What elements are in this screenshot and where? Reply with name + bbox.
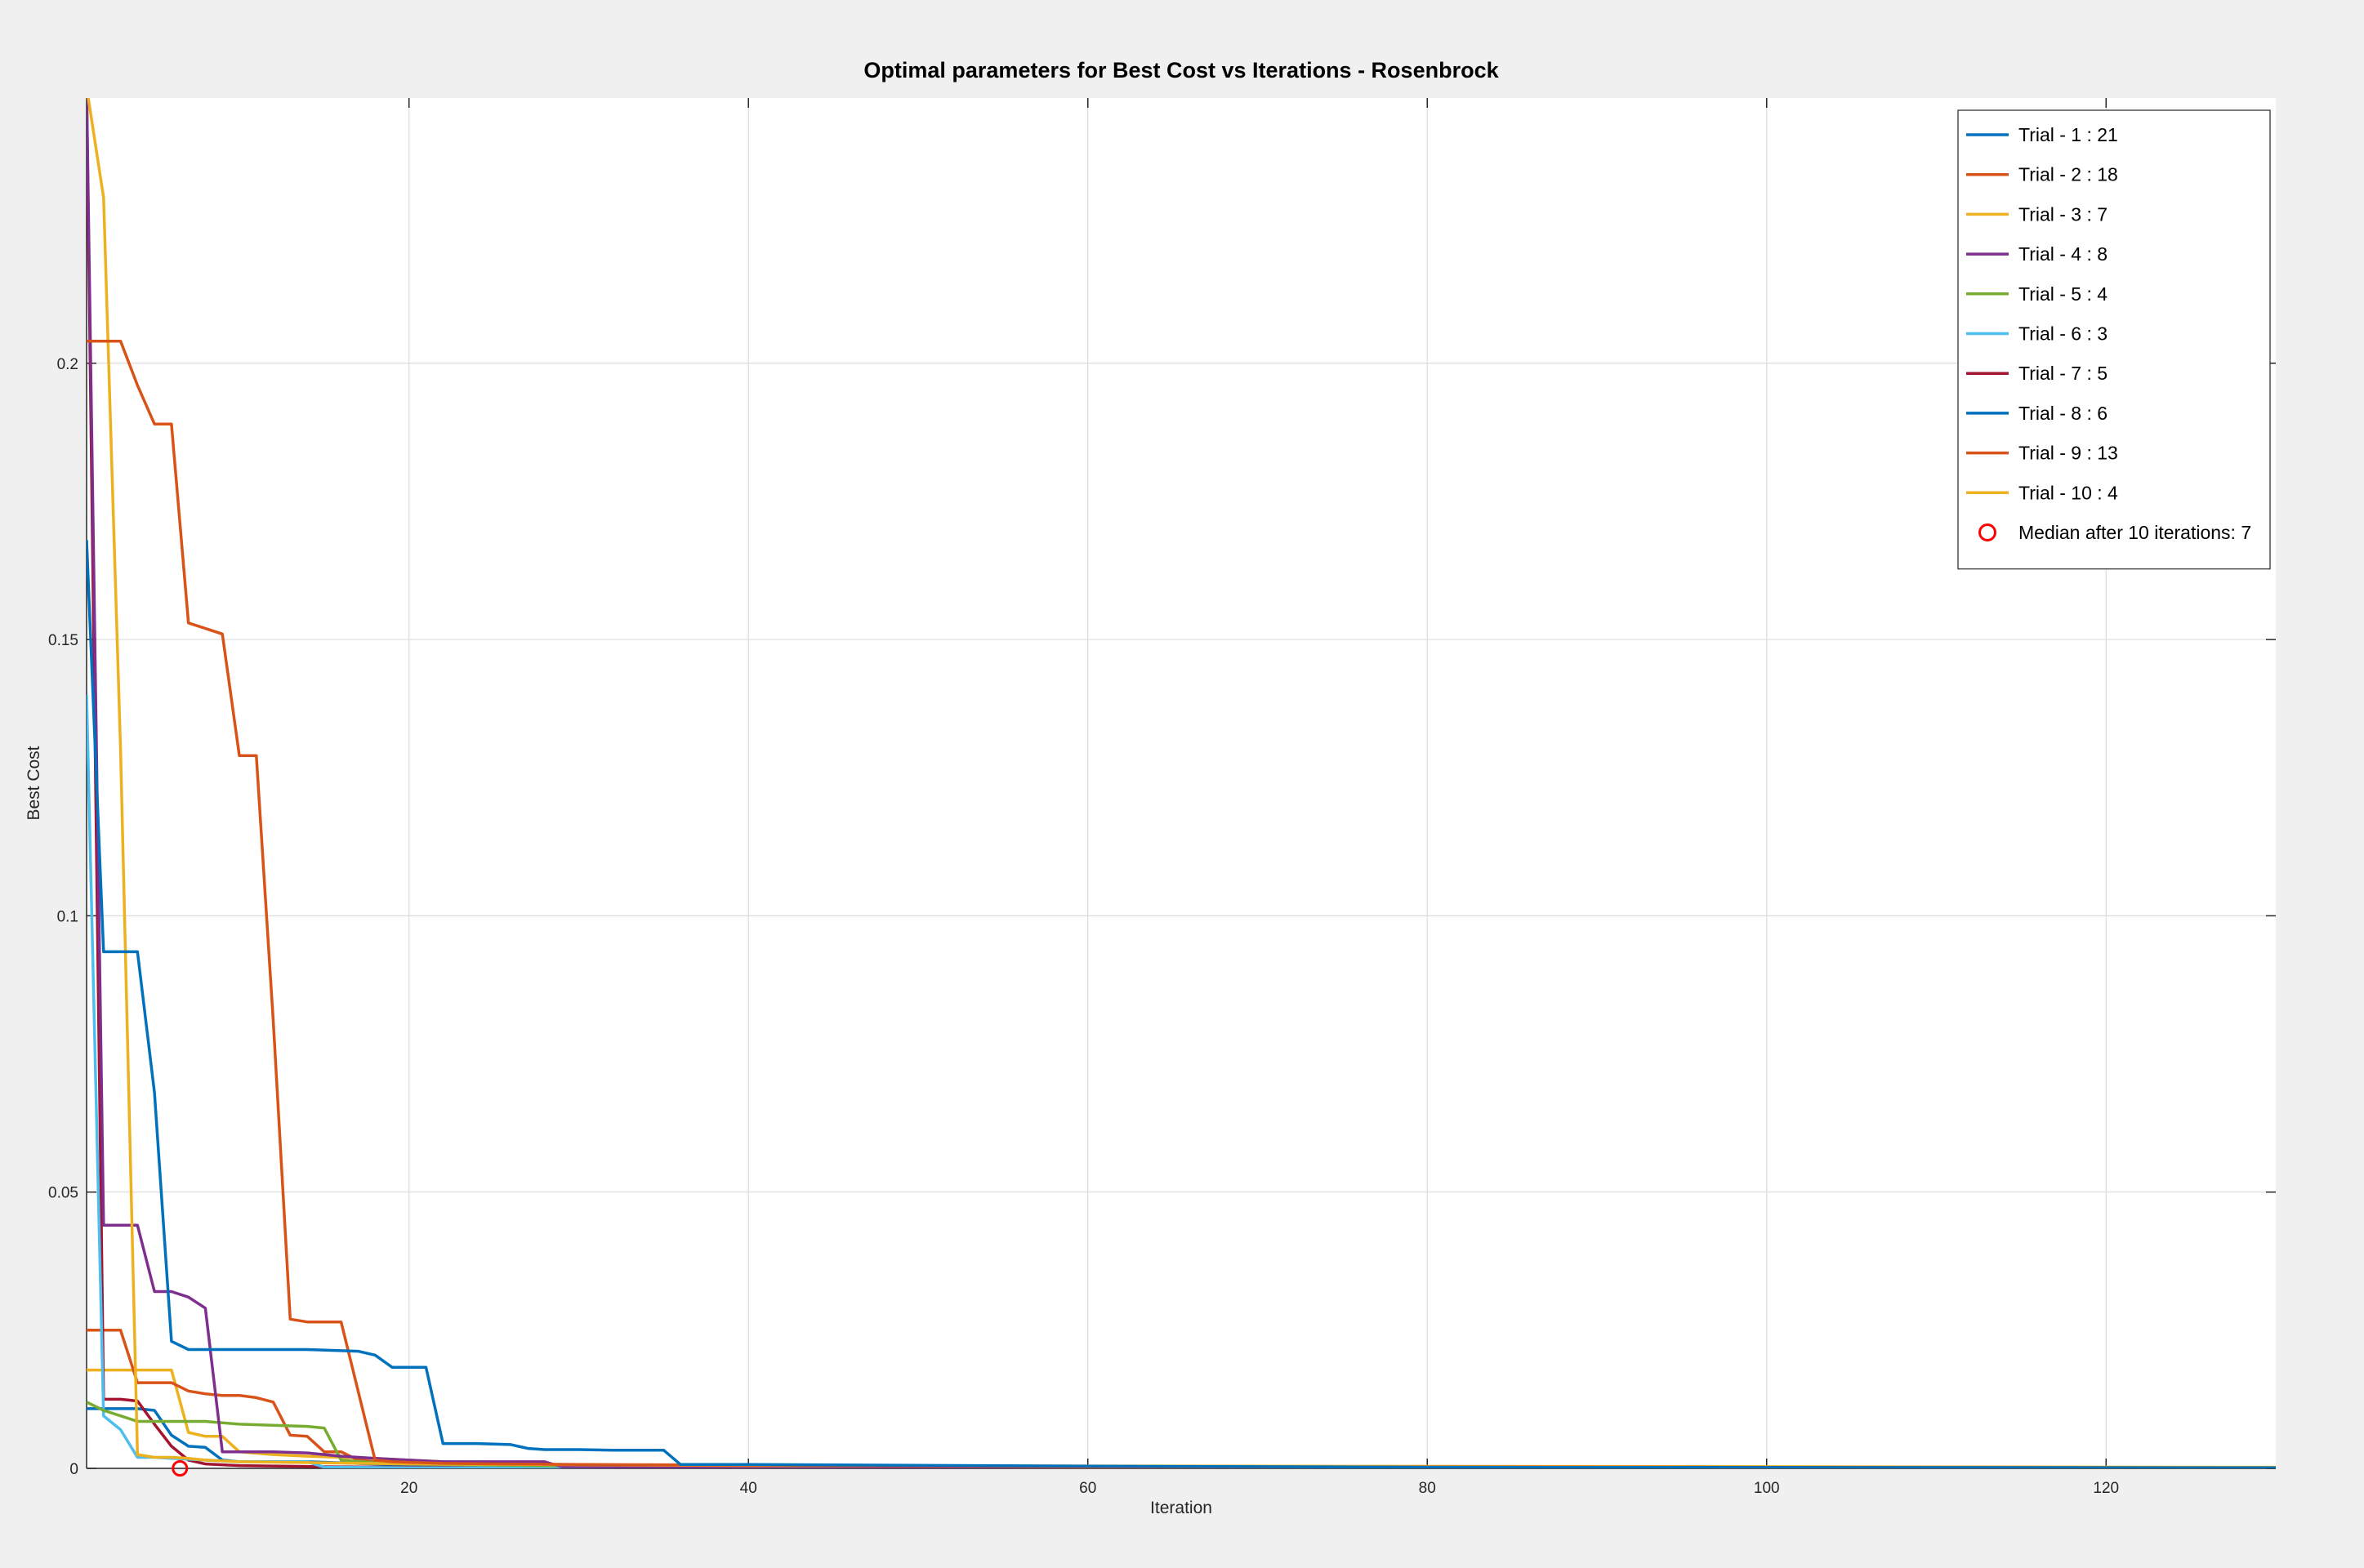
legend-marker [1978,523,1996,541]
legend-entry: Trial - 9 : 13 [2018,443,2118,464]
y-tick-label: 0.2 [57,356,78,373]
series-line-trial-4 [87,98,2276,1468]
legend: Trial - 1 : 21 Trial - 2 : 18 Trial - 3 : … [1957,109,2271,570]
y-tick-label: 0.15 [48,632,78,649]
legend-entry: Trial - 6 : 3 [2018,323,2108,345]
marker-layer [172,1460,189,1477]
y-axis-label: Best Cost [25,746,43,820]
x-tick-label: 20 [400,1480,417,1497]
legend-entry-median: Median after 10 iterations: 7 [2018,522,2251,543]
x-axis-label: Iteration [1150,1499,1212,1517]
legend-entry: Trial - 7 : 5 [2018,363,2108,384]
x-tick-label: 60 [1079,1480,1096,1497]
legend-entry: Trial - 2 : 18 [2018,164,2118,185]
legend-entry: Trial - 10 : 4 [2018,482,2118,503]
legend-box [1957,109,2271,570]
y-tick-label: 0.05 [48,1185,78,1202]
series-line-trial-1 [87,540,2276,1468]
legend-entry: Trial - 8 : 6 [2018,403,2108,424]
series-line-trial-3 [87,98,2276,1468]
plot-area [87,98,2276,1468]
x-tick-label: 80 [1419,1480,1436,1497]
y-tick-label: 0 [69,1461,78,1478]
x-tick-label: 100 [1754,1480,1780,1497]
chart-title: Optimal parameters for Best Cost vs Iter… [863,58,1499,82]
series-line-trial-2 [87,339,2276,1468]
plot-clip [87,98,2276,1468]
x-tick-label: 40 [740,1480,757,1497]
x-tick-label: 120 [2093,1480,2119,1497]
legend-entry: Trial - 1 : 21 [2018,124,2118,145]
series-layer [87,98,2276,1468]
grid [87,98,2276,1469]
median-marker [172,1460,189,1477]
legend-entry: Trial - 5 : 4 [2018,283,2108,305]
y-tick-label: 0.1 [57,908,78,925]
legend-entry: Trial - 4 : 8 [2018,243,2108,265]
legend-entry: Trial - 3 : 7 [2018,203,2108,225]
